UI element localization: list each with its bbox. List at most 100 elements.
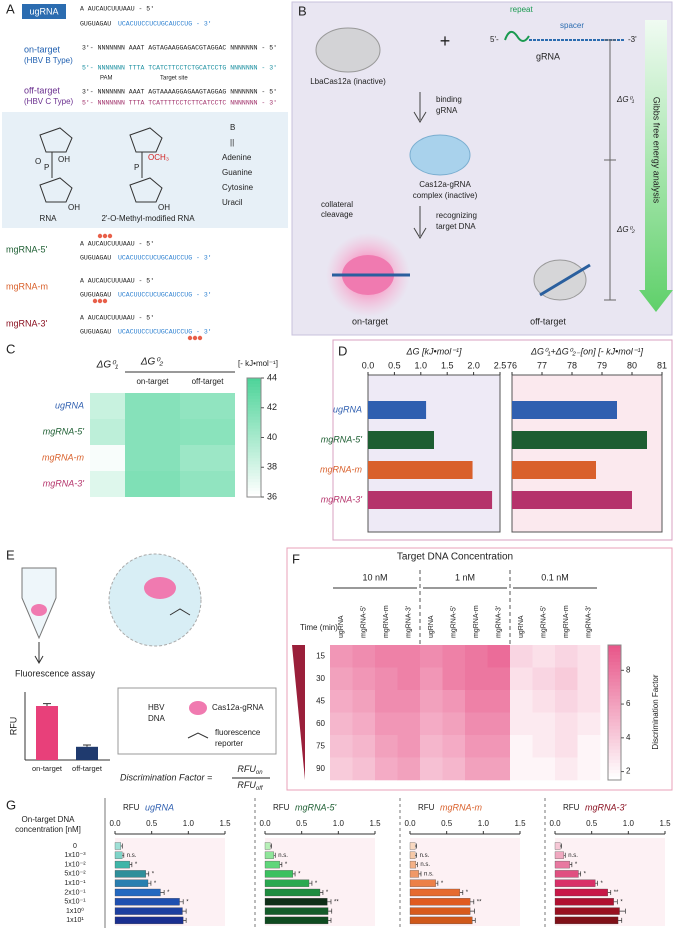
bar <box>512 491 632 509</box>
colorbar-step <box>247 410 261 415</box>
modification <box>97 233 103 239</box>
bar <box>264 870 294 878</box>
colorbar-title: Discrimination Factor <box>651 674 660 749</box>
colorbar-step <box>608 759 621 764</box>
heat-cell <box>397 690 421 713</box>
colorbar-step <box>247 470 261 474</box>
protein <box>315 27 381 73</box>
colorbar-step <box>608 726 621 730</box>
column-label: mgRNA-3' <box>406 606 413 638</box>
colorbar-step <box>247 413 261 418</box>
heat-cell <box>532 667 556 691</box>
bar <box>409 870 419 878</box>
label: 5'- <box>490 35 499 44</box>
text: off <box>256 786 264 792</box>
error-bar <box>292 871 296 877</box>
bar <box>114 888 161 897</box>
colorbar-step <box>247 440 261 444</box>
sequence: UCACUUCCUCUGCAUCCUG - 3' <box>118 255 212 262</box>
significance: * <box>466 890 469 896</box>
significance: ** <box>477 899 482 905</box>
legend-box <box>117 687 277 755</box>
colorbar-step <box>608 648 621 653</box>
error-bar <box>560 843 562 849</box>
label: ugRNA <box>29 6 58 16</box>
colorbar-step <box>608 749 621 754</box>
bar <box>264 851 274 859</box>
row-label: 60 <box>316 719 325 728</box>
colorbar-step <box>608 672 621 676</box>
panel-e: E Fluorescence assay HBV DNA Cas12a-gRNA… <box>6 547 277 792</box>
tick-label: 0.5 <box>388 360 401 370</box>
colorbar-label: 6 <box>626 699 631 708</box>
sequence: GUGUAGAU <box>80 329 111 336</box>
heat-cell <box>577 735 601 758</box>
legend-label: fluorescence <box>215 728 261 737</box>
significance: * <box>601 881 604 887</box>
label: Target site <box>160 76 188 82</box>
heat-cell <box>420 712 443 736</box>
colorbar-step <box>608 776 621 781</box>
atom: OH <box>68 203 80 212</box>
bar <box>76 746 98 760</box>
colorbar-step <box>247 479 261 483</box>
colorbar-step <box>608 705 621 710</box>
heat-cell <box>487 667 511 691</box>
sequence: A AUCAUCUUUAAU - 5' <box>80 6 154 13</box>
energy-scale <box>604 39 616 301</box>
label: mgRNA-5' <box>6 244 48 254</box>
panel-label: D <box>338 343 347 358</box>
modification <box>102 298 108 304</box>
sequence: 5'- NNNNNNN TTTA TCATTTTCCTCTTCATCCTC NN… <box>82 100 277 107</box>
colorbar-step <box>247 446 261 450</box>
colorbar-step <box>608 678 621 683</box>
heat-cell <box>510 735 533 758</box>
atom: OH <box>58 155 70 164</box>
colorbar-step <box>608 685 621 690</box>
heat-cell <box>510 712 533 736</box>
heat-cell <box>125 393 180 419</box>
colorbar-step <box>247 407 261 412</box>
label: target DNA <box>436 222 476 231</box>
colorbar-step <box>608 695 621 700</box>
tick-label: 0.0 <box>362 360 375 370</box>
bar <box>368 401 427 419</box>
bar <box>114 842 122 850</box>
label: Uracil <box>222 198 243 207</box>
heat-cell <box>465 757 488 781</box>
tick-label: 79 <box>597 360 607 370</box>
colorbar-step <box>608 763 621 767</box>
category-label: 1x10⁻¹ <box>64 880 86 887</box>
sequence: 5'- NNNNNNN TTTA TCATCTTCCTCTGCATCCTG NN… <box>82 65 277 72</box>
bar <box>409 907 471 915</box>
error-bar <box>415 843 417 849</box>
heat-cell <box>397 712 421 736</box>
heat-cell <box>442 645 466 668</box>
time-wedge <box>292 645 305 780</box>
significance: n.s. <box>424 871 434 877</box>
error-bar <box>569 862 573 868</box>
atom: O <box>35 157 41 166</box>
heat-cell <box>442 757 466 781</box>
significance: n.s. <box>568 853 578 859</box>
colorbar-step <box>247 461 261 465</box>
bar <box>264 860 280 869</box>
heat-cell <box>577 690 601 713</box>
colorbar-label: 36 <box>267 491 277 501</box>
heat-cell <box>487 690 511 713</box>
significance: * <box>575 862 578 868</box>
tick-label: 1.5 <box>441 360 454 370</box>
colorbar-step <box>247 476 261 480</box>
bar <box>368 431 434 449</box>
heat-cell <box>352 645 376 668</box>
row-label: mgRNA-3' <box>43 478 85 488</box>
label: collateral <box>321 200 353 209</box>
panel-label: B <box>298 3 307 18</box>
colorbar-step <box>608 682 621 686</box>
error-bar <box>122 852 125 858</box>
label: cleavage <box>321 210 354 219</box>
colorbar-step <box>608 655 621 659</box>
category-label: off-target <box>72 764 103 773</box>
row-label: mgRNA-5' <box>43 426 85 436</box>
error-bar <box>148 880 152 886</box>
